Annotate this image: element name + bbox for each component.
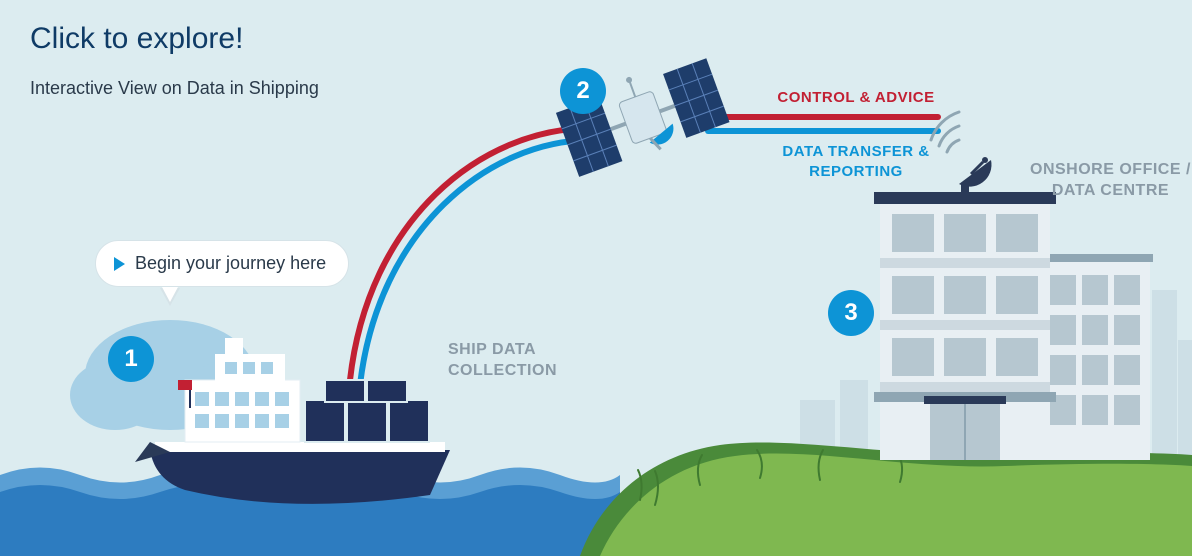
flow-label-data: DATA TRANSFER & REPORTING (756, 142, 956, 181)
page-title: Click to explore! (30, 22, 243, 56)
node-badge-1[interactable]: 1 (108, 336, 154, 382)
play-icon (114, 257, 125, 271)
flow-label-control: CONTROL & ADVICE (756, 88, 956, 108)
callout-tail (160, 288, 180, 306)
node-badge-2[interactable]: 2 (560, 68, 606, 114)
infographic-canvas: Click to explore! Interactive View on Da… (0, 0, 1192, 556)
begin-journey-callout[interactable]: Begin your journey here (95, 240, 349, 287)
node-label-ship: SHIP DATA COLLECTION (448, 340, 557, 382)
page-subtitle: Interactive View on Data in Shipping (30, 78, 319, 99)
node-badge-3[interactable]: 3 (828, 290, 874, 336)
callout-text: Begin your journey here (135, 253, 326, 274)
node-label-office: ONSHORE OFFICE / DATA CENTRE (1030, 160, 1191, 202)
